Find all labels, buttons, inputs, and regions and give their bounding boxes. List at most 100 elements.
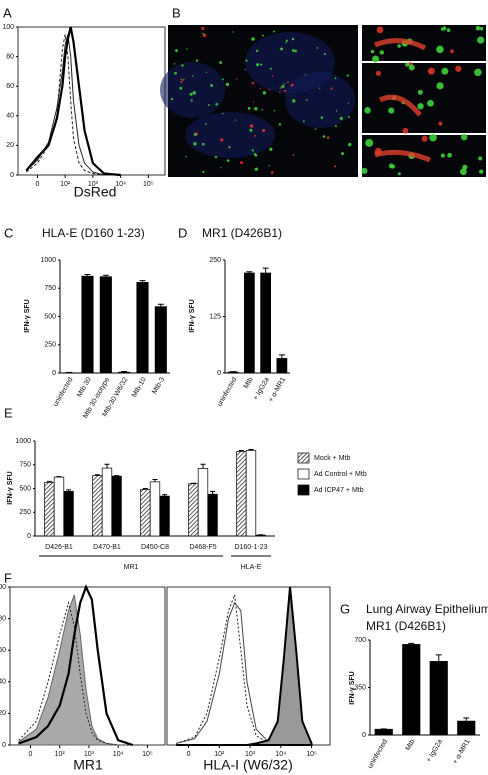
vesicle: [173, 63, 176, 65]
group-label: MR1: [124, 564, 139, 571]
y-tick-label: 0: [217, 370, 221, 377]
x-tick-label: 10⁵: [143, 181, 154, 188]
bar: [53, 476, 65, 537]
y-axis-label: IFN-γ SFU: [349, 671, 356, 704]
vesicle: [436, 82, 444, 90]
x-tick-label: 10³: [88, 181, 99, 188]
x-tick-label: 10²: [55, 751, 66, 758]
vesicle: [269, 67, 272, 70]
vesicle: [268, 88, 270, 91]
vesicle: [478, 156, 483, 161]
vesicle: [372, 55, 380, 63]
bar: [140, 489, 151, 537]
error-bar: [152, 478, 158, 482]
panel-label: C: [4, 225, 13, 240]
vesicle: [417, 89, 423, 95]
x-axis-label: MR1: [73, 757, 103, 773]
vesicle: [210, 84, 214, 87]
vesicle: [247, 106, 251, 110]
histogram-curve: [176, 586, 313, 746]
y-tick-label: 500: [19, 485, 31, 492]
vesicle: [283, 83, 285, 85]
vesicle: [375, 70, 381, 76]
vesicle: [421, 135, 428, 142]
error-bar: [210, 490, 216, 495]
bar: [236, 451, 247, 537]
vesicle: [273, 30, 276, 33]
y-tick-label: 500: [44, 313, 56, 320]
panel-label: D: [178, 225, 187, 240]
x-tick-label: 10²: [60, 181, 71, 188]
bar: [276, 358, 288, 373]
vesicle: [228, 146, 231, 149]
y-tick-label: 100: [0, 584, 6, 591]
vesicle: [195, 59, 199, 62]
y-tick-label: 700: [354, 637, 366, 644]
vesicle: [479, 27, 484, 31]
legend-swatch: [297, 452, 310, 464]
y-axis-label: IFN-γ SFU: [7, 471, 14, 504]
vesicle: [273, 110, 276, 112]
vesicle: [347, 115, 350, 118]
vesicle: [252, 101, 255, 103]
error-bar: [278, 354, 285, 359]
vesicle: [232, 31, 234, 33]
vesicle: [202, 170, 205, 174]
bar: [244, 272, 255, 373]
axes: [224, 260, 290, 374]
vesicle: [181, 64, 184, 67]
vesicle: [220, 167, 222, 169]
y-tick-label: 0: [362, 732, 366, 739]
chart-title: Lung Airway Epithelium: [366, 602, 488, 616]
vesicle: [226, 159, 230, 162]
vesicle: [291, 49, 295, 52]
vesicle: [292, 99, 296, 103]
bar: [136, 282, 149, 373]
bar: [429, 661, 448, 735]
panel-label: G: [340, 601, 350, 616]
vesicle: [461, 133, 468, 141]
bar: [149, 481, 161, 537]
vesicle: [195, 132, 198, 136]
error-bar: [66, 489, 72, 492]
vesicle: [278, 123, 282, 126]
error-bar: [139, 280, 146, 283]
y-axis-label: IFN-γ SFU: [24, 299, 31, 332]
y-tick-label: 60: [6, 83, 14, 90]
error-bar: [102, 274, 109, 277]
cell: [285, 72, 355, 128]
chart-subtitle: MR1 (D426B1): [366, 619, 446, 633]
vesicle: [249, 124, 254, 128]
vesicle: [189, 92, 193, 96]
vesicle: [254, 134, 257, 137]
vesicle: [290, 83, 294, 87]
vesicle: [474, 68, 482, 77]
x-tick-label: D450-C8: [141, 544, 169, 551]
bar: [159, 495, 170, 537]
x-tick-label: Mtb 30: [76, 376, 93, 398]
vesicle: [190, 99, 193, 102]
histogram-curve: [18, 600, 133, 746]
vesicle: [205, 71, 207, 74]
vesicle: [222, 112, 224, 115]
vesicle: [402, 127, 409, 134]
vesicle: [180, 78, 183, 81]
bar: [63, 491, 74, 537]
vesicle: [397, 44, 401, 48]
vesicle: [225, 82, 230, 87]
vesicle: [261, 109, 263, 111]
vesicle: [252, 107, 255, 109]
x-tick-label: Mtb: [243, 376, 255, 390]
vesicle: [285, 41, 287, 44]
error-bar: [262, 267, 269, 273]
vesicle: [479, 169, 484, 174]
vesicle: [462, 164, 468, 170]
bar: [457, 720, 476, 735]
vesicle: [269, 147, 273, 151]
x-tick-label: 10³: [245, 751, 256, 758]
vesicle: [284, 89, 287, 93]
vesicle: [379, 50, 385, 55]
vesicle: [285, 39, 288, 42]
y-tick-label: 20: [0, 710, 6, 717]
